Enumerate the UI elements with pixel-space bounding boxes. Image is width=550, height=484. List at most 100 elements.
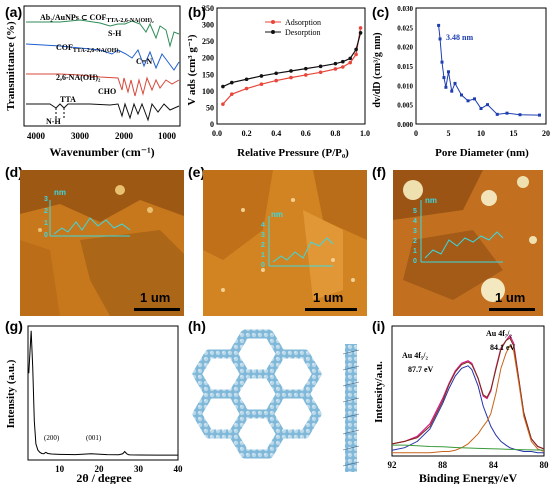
chart-a-xtick: 4000	[27, 131, 46, 141]
afm-f-tick: 2	[413, 238, 417, 245]
chart-c-xtick: 0	[414, 129, 418, 138]
chart-a-legend-cof: COFTTA-2,6-NA(OH)₂	[56, 43, 120, 54]
chart-a-annot-cho: CHO	[98, 87, 116, 96]
cof-honeycomb	[192, 329, 322, 459]
chart-b-ylabel: V ads (cm³ g⁻¹)	[186, 34, 198, 106]
panel-label-i: (i)	[372, 318, 386, 334]
chart-a-legend-na: 2,6-NA(OH)₂	[56, 73, 101, 82]
chart-b-legend-des: Desorption	[285, 28, 321, 37]
chart-i-annot-877: 87.7 eV	[408, 365, 434, 374]
chart-a-xtick: 1000	[158, 131, 177, 141]
chart-b-point	[318, 64, 323, 69]
chart-c-ytick: 0.030	[397, 5, 413, 13]
chart-a-legend-tta: TTA	[60, 95, 76, 104]
afm-e-scale-label: 1 um	[313, 290, 344, 305]
chart-b-point	[289, 75, 293, 80]
afm-f-tick: 1	[413, 248, 417, 255]
chart-a-xlabel: Wavenumber (cm⁻¹)	[49, 145, 154, 159]
chart-b-point	[244, 86, 249, 91]
panel-label-e: (e)	[188, 164, 206, 180]
cof-side-view	[342, 344, 360, 472]
chart-c-xtick: 5	[447, 129, 451, 138]
panel-label-f: (f)	[372, 164, 386, 180]
chart-c-point	[437, 23, 441, 27]
chart-g-xtick: 30	[134, 464, 144, 474]
chart-g-frame	[27, 325, 179, 461]
chart-b-point	[221, 102, 225, 106]
chart-b-point	[221, 84, 225, 89]
chart-b-point	[318, 70, 323, 75]
chart-c-point	[466, 99, 470, 103]
chart-b-point	[259, 82, 264, 87]
chart-a-ylabel: Transmittance (%)	[5, 21, 17, 111]
chart-c-xtick: 15	[510, 129, 518, 138]
chart-a-xtick: 3000	[71, 131, 90, 141]
chart-c-point	[447, 70, 450, 74]
chart-i-annot-au72: Au 4f₇/₂	[486, 329, 513, 338]
afm-e-tick: 2	[261, 242, 265, 249]
chart-c-ytick: 0.010	[397, 82, 413, 90]
chart-c-annot: 3.48 nm	[446, 33, 473, 42]
chart-b-point	[348, 56, 352, 61]
afm-d-tick: 2	[44, 208, 48, 215]
chart-i-line-peak2	[392, 344, 545, 454]
chart-b-xlabel: Relative Pressure (P/P₀)	[237, 147, 349, 159]
chart-b-ytick: 250	[202, 37, 214, 46]
chart-b-legend: Adsorption Desorption	[265, 18, 321, 37]
afm-d-tick: 1	[44, 220, 48, 227]
afm-image-f: nm 0 1 2 3 4 5 1 um	[393, 170, 543, 316]
panel-label-h: (h)	[188, 318, 206, 334]
chart-i-xtick: 92	[388, 460, 398, 470]
chart-c-point	[453, 81, 457, 85]
chart-b-point	[354, 47, 358, 52]
chart-i-xtick: 84	[489, 460, 499, 470]
chart-a-frame	[23, 5, 181, 127]
chart-i-xtick: 80	[540, 460, 550, 470]
chart-c-frame	[415, 7, 547, 125]
chart-b-point	[354, 52, 358, 57]
chart-g-xtick: 10	[55, 464, 65, 474]
chart-b-point	[304, 66, 308, 71]
chart-a-series-na	[26, 73, 180, 97]
cof-structure-h	[192, 329, 360, 472]
chart-c-point	[518, 113, 522, 117]
panel-label-d: (d)	[5, 164, 23, 180]
afm-e-scale-bar	[305, 308, 357, 311]
chart-b-point	[259, 74, 264, 78]
panel-label-a: (a)	[5, 4, 23, 20]
chart-c-xtick: 20	[542, 129, 550, 138]
chart-b-xtick: 0.0	[212, 129, 222, 138]
afm-f-scale-bar	[489, 308, 535, 311]
chart-c-ytick: 0.000	[397, 121, 413, 129]
chart-b-point	[244, 77, 249, 82]
chart-i-line-fit	[391, 337, 545, 450]
panel-label-g: (g)	[5, 318, 23, 334]
chart-b-point	[274, 71, 278, 76]
chart-b-ytick: 0	[210, 120, 214, 129]
chart-b-point	[348, 60, 352, 65]
chart-b-point	[358, 31, 363, 35]
chart-i-xps: Intensity/a.u. Binding Energy/eV 92 88 84 8…	[373, 325, 550, 484]
chart-c-xtick: 10	[477, 129, 485, 138]
chart-a-xtick: 2000	[115, 131, 134, 141]
chart-c-point	[538, 113, 541, 117]
afm-f-tick: 0	[413, 258, 417, 265]
chart-b-xtick: 0.6	[301, 129, 311, 138]
afm-e-texture	[203, 170, 367, 316]
chart-a-series-tta	[26, 102, 180, 122]
chart-b-point	[341, 65, 345, 69]
chart-i-line-peak1	[391, 365, 544, 454]
chart-c-ylabel: dv/dD (cm³/g nm)	[372, 32, 383, 107]
chart-g-xtick: 40	[174, 464, 184, 474]
chart-c-ytick: 0.025	[397, 24, 413, 32]
chart-c-point	[450, 89, 454, 93]
chart-c-point	[505, 111, 509, 115]
afm-e-tick: 4	[261, 222, 265, 229]
chart-b-ytick: 200	[202, 54, 214, 63]
afm-d-tick: 3	[44, 196, 48, 203]
chart-g-xtick: 20	[95, 464, 105, 474]
chart-b-ytick: 150	[202, 70, 214, 79]
afm-d-axis-unit: nm	[54, 188, 66, 197]
chart-c-xlabel: Pore Diameter (nm)	[435, 147, 529, 159]
chart-c-point	[444, 85, 448, 89]
